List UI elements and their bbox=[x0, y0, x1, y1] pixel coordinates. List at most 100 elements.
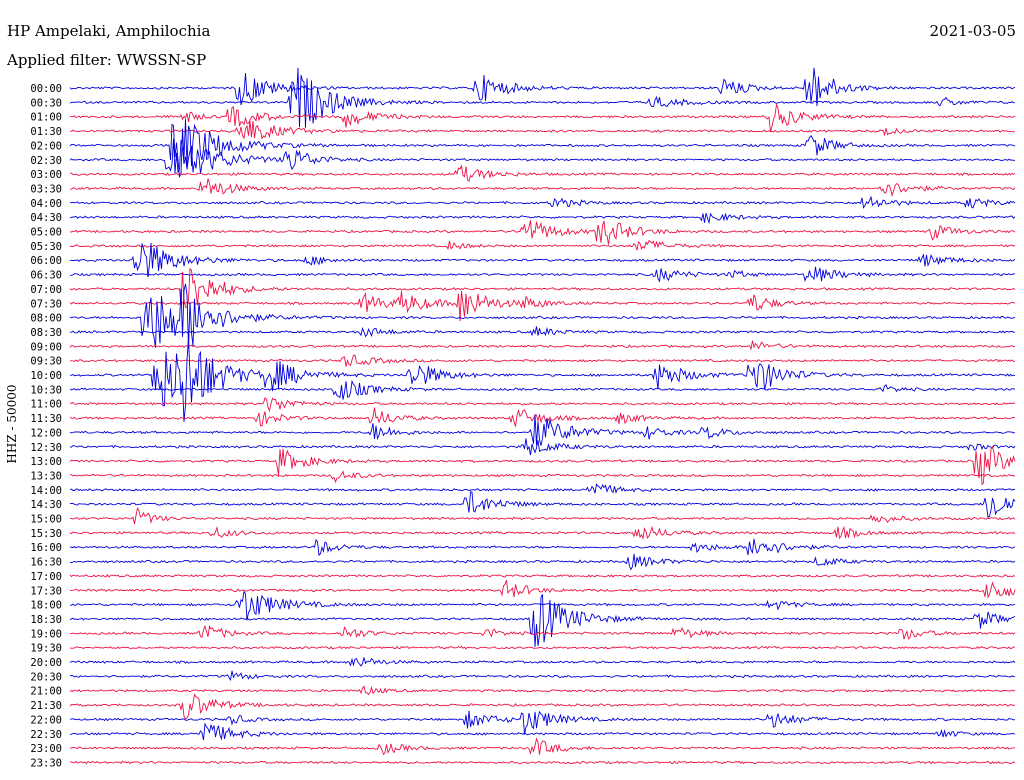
trace-row-00:30 bbox=[69, 67, 1016, 128]
row-time-label: 15:30 bbox=[30, 528, 62, 540]
trace-row-22:00 bbox=[69, 710, 1016, 735]
trace-row-03:00 bbox=[70, 164, 1016, 183]
trace-row-03:30 bbox=[69, 178, 1016, 198]
row-time-label: 13:00 bbox=[30, 456, 62, 468]
row-time-label: 23:30 bbox=[30, 757, 62, 769]
row-time-label: 01:30 bbox=[30, 126, 62, 138]
row-time-label: 19:00 bbox=[30, 628, 62, 640]
trace-row-18:30 bbox=[69, 594, 1016, 647]
row-time-label: 22:30 bbox=[30, 729, 62, 741]
trace-row-04:30 bbox=[69, 212, 1016, 225]
trace-row-14:00 bbox=[69, 483, 1016, 494]
row-time-label: 06:00 bbox=[30, 255, 62, 267]
row-time-label: 17:00 bbox=[30, 571, 62, 583]
trace-row-01:00 bbox=[70, 104, 1016, 133]
row-time-label: 07:30 bbox=[30, 298, 62, 310]
y-axis-label: HHZ - 50000 bbox=[5, 384, 19, 464]
trace-row-06:00 bbox=[69, 242, 1016, 278]
trace-row-20:00 bbox=[69, 657, 1016, 667]
trace-row-12:00 bbox=[69, 414, 1016, 446]
trace-row-10:00 bbox=[69, 338, 1016, 422]
trace-row-15:30 bbox=[69, 525, 1016, 540]
filter-label: Applied filter: WWSSN-SP bbox=[7, 51, 207, 69]
trace-row-06:30 bbox=[70, 266, 1016, 283]
trace-row-22:30 bbox=[69, 722, 1016, 741]
row-time-label: 10:30 bbox=[30, 384, 62, 396]
trace-row-23:30 bbox=[69, 760, 1016, 765]
row-time-label: 13:30 bbox=[30, 470, 62, 482]
row-time-label: 04:00 bbox=[30, 198, 62, 210]
date-label: 2021-03-05 bbox=[929, 22, 1016, 40]
row-time-label: 01:00 bbox=[30, 112, 62, 124]
row-time-label: 19:30 bbox=[30, 643, 62, 655]
trace-row-16:00 bbox=[69, 538, 1016, 557]
trace-row-13:30 bbox=[69, 470, 1016, 484]
row-time-label: 18:30 bbox=[30, 614, 62, 626]
row-time-label: 00:00 bbox=[30, 83, 62, 95]
trace-row-08:00 bbox=[69, 283, 1016, 349]
row-time-label: 04:30 bbox=[30, 212, 62, 224]
row-time-label: 09:30 bbox=[30, 356, 62, 368]
trace-row-01:30 bbox=[69, 121, 1016, 140]
trace-row-17:00 bbox=[69, 574, 1016, 578]
trace-row-10:30 bbox=[69, 379, 1016, 400]
trace-row-04:00 bbox=[69, 195, 1016, 209]
trace-row-07:30 bbox=[69, 290, 1016, 322]
row-time-label: 16:00 bbox=[30, 542, 62, 554]
trace-row-05:30 bbox=[69, 240, 1016, 251]
row-time-label: 20:00 bbox=[30, 657, 62, 669]
row-time-label: 06:30 bbox=[30, 270, 62, 282]
trace-row-19:30 bbox=[69, 645, 1016, 650]
trace-row-00:00 bbox=[69, 67, 1016, 107]
row-time-label: 18:00 bbox=[30, 600, 62, 612]
row-time-label: 22:00 bbox=[30, 714, 62, 726]
row-time-label: 17:30 bbox=[30, 585, 62, 597]
trace-row-11:00 bbox=[69, 397, 1016, 413]
row-time-label: 21:30 bbox=[30, 700, 62, 712]
row-time-label: 09:00 bbox=[30, 341, 62, 353]
trace-row-02:00 bbox=[69, 119, 1016, 179]
trace-row-13:00 bbox=[69, 445, 1016, 486]
trace-group bbox=[69, 67, 1016, 765]
row-time-label: 21:00 bbox=[30, 686, 62, 698]
trace-row-21:00 bbox=[69, 685, 1016, 696]
row-time-label: 15:00 bbox=[30, 514, 62, 526]
row-time-label: 08:00 bbox=[30, 313, 62, 325]
station-title: HP Ampelaki, Amphilochia bbox=[7, 22, 211, 40]
row-time-label: 03:30 bbox=[30, 183, 62, 195]
trace-row-07:00 bbox=[69, 267, 1016, 309]
row-label-group: 00:00 00:30 01:00 01:30 02:00 02:30 03:00 03:30… bbox=[30, 83, 62, 769]
row-time-label: 00:30 bbox=[30, 97, 62, 109]
row-time-label: 16:30 bbox=[30, 557, 62, 569]
trace-row-11:30 bbox=[69, 407, 1016, 427]
trace-row-08:30 bbox=[69, 326, 1016, 338]
row-time-label: 02:00 bbox=[30, 140, 62, 152]
row-time-label: 03:00 bbox=[30, 169, 62, 181]
row-time-label: 05:00 bbox=[30, 227, 62, 239]
trace-row-19:00 bbox=[70, 624, 1016, 640]
trace-row-15:00 bbox=[69, 506, 1016, 525]
trace-row-12:30 bbox=[69, 438, 1016, 456]
trace-row-17:30 bbox=[70, 580, 1016, 599]
trace-row-16:30 bbox=[69, 553, 1016, 571]
trace-row-20:30 bbox=[69, 670, 1016, 682]
row-time-label: 02:30 bbox=[30, 155, 62, 167]
row-time-label: 14:30 bbox=[30, 499, 62, 511]
row-time-label: 12:30 bbox=[30, 442, 62, 454]
row-time-label: 14:00 bbox=[30, 485, 62, 497]
row-time-label: 07:00 bbox=[30, 284, 62, 296]
row-time-label: 05:30 bbox=[30, 241, 62, 253]
trace-row-09:00 bbox=[69, 340, 1016, 351]
row-time-label: 20:30 bbox=[30, 671, 62, 683]
trace-row-23:00 bbox=[70, 737, 1015, 756]
trace-row-05:00 bbox=[69, 220, 1016, 245]
trace-row-21:30 bbox=[69, 693, 1016, 720]
trace-row-02:30 bbox=[69, 138, 1016, 175]
row-time-label: 23:00 bbox=[30, 743, 62, 755]
row-time-label: 08:30 bbox=[30, 327, 62, 339]
trace-row-14:30 bbox=[69, 491, 1016, 519]
trace-row-09:30 bbox=[69, 354, 1016, 367]
row-time-label: 11:30 bbox=[30, 413, 62, 425]
row-time-label: 12:00 bbox=[30, 427, 62, 439]
